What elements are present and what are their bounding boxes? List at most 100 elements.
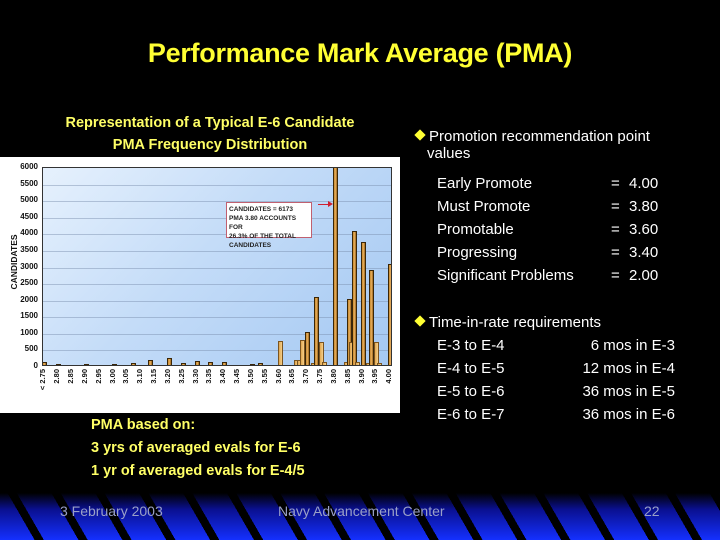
histogram-bar bbox=[299, 340, 305, 365]
y-tick-label: 3500 bbox=[20, 244, 38, 254]
histogram-bar bbox=[313, 297, 319, 365]
y-tick-label: 4500 bbox=[20, 211, 38, 221]
pv-eq: = bbox=[611, 244, 620, 261]
histogram-bar bbox=[180, 363, 186, 365]
pv-value: 3.40 bbox=[629, 244, 659, 261]
x-tick-label: 2.85 bbox=[66, 369, 76, 384]
y-tick-label: 5000 bbox=[20, 195, 38, 205]
histogram-bar bbox=[43, 361, 48, 365]
pv-value: 4.00 bbox=[629, 175, 659, 192]
chart-panel: CANDIDATES 0 500 1000 1500 2000 2500 3000 3500 4… bbox=[0, 157, 400, 413]
histogram-bar bbox=[368, 270, 374, 365]
based-on-line: PMA based on: bbox=[91, 417, 196, 433]
diamond-bullet-icon bbox=[414, 315, 426, 327]
pma-based-on: PMA based on: 3 yrs of averaged evals fo… bbox=[91, 414, 305, 483]
histogram-bar bbox=[332, 168, 338, 365]
pv-eq: = bbox=[611, 267, 620, 284]
y-tick-label: 1500 bbox=[20, 311, 38, 321]
based-on-line: 1 yr of averaged evals for E-4/5 bbox=[91, 463, 305, 479]
x-tick-label: < 2.75 bbox=[38, 369, 48, 391]
x-tick-label: 3.30 bbox=[190, 369, 200, 384]
tir-heading: Time-in-rate requirements bbox=[412, 314, 601, 331]
pv-label: Significant Problems bbox=[437, 267, 574, 284]
tir-heading-text: Time-in-rate requirements bbox=[429, 314, 601, 331]
x-tick-label: 3.45 bbox=[232, 369, 242, 384]
pv-eq: = bbox=[611, 221, 620, 238]
histogram-bar bbox=[277, 341, 283, 365]
tir-value: 12 mos in E-4 bbox=[582, 360, 675, 377]
promotion-heading: Promotion recommendation point values bbox=[412, 128, 650, 162]
pv-value: 2.00 bbox=[629, 267, 659, 284]
histogram-bar bbox=[377, 363, 383, 365]
histogram-bar bbox=[222, 361, 228, 365]
promotion-heading-text-cont: values bbox=[427, 145, 471, 162]
x-tick-label: 3.25 bbox=[176, 369, 186, 384]
x-tick-label: 3.95 bbox=[370, 369, 380, 384]
chart-caption-line2: PMA Frequency Distribution bbox=[112, 137, 308, 153]
histogram-bar bbox=[319, 341, 325, 365]
histogram-bar bbox=[360, 242, 366, 365]
histogram-bar bbox=[147, 360, 153, 365]
histogram-bar bbox=[374, 341, 380, 365]
gridline bbox=[43, 217, 391, 219]
y-tick-label: 4000 bbox=[20, 228, 38, 238]
x-tick-label: 3.85 bbox=[342, 369, 352, 384]
histogram-bar bbox=[130, 363, 136, 365]
gridline bbox=[43, 284, 391, 286]
histogram-bar bbox=[355, 361, 361, 365]
chart-caption-line1: Representation of a Typical E-6 Candidat… bbox=[65, 115, 355, 131]
annotation-arrow bbox=[318, 204, 330, 205]
x-tick-label: 3.10 bbox=[135, 369, 145, 384]
slide-title: Performance Mark Average (PMA) bbox=[147, 38, 573, 68]
pv-value: 3.80 bbox=[629, 198, 659, 215]
gridline bbox=[43, 201, 391, 203]
x-tick-label: 3.65 bbox=[287, 369, 297, 384]
y-tick-label: 3000 bbox=[20, 261, 38, 271]
chart-caption: Representation of a Typical E-6 Candidat… bbox=[40, 112, 380, 156]
footer-org: Navy Advancement Center bbox=[278, 503, 445, 519]
annotation-line: CANDIDATES = 6173 bbox=[229, 206, 293, 213]
histogram-bar bbox=[321, 362, 327, 365]
x-tick-label: 4.00 bbox=[384, 369, 394, 384]
x-tick-label: 3.00 bbox=[107, 369, 117, 384]
gridline bbox=[43, 184, 391, 186]
pv-label: Must Promote bbox=[437, 198, 531, 215]
x-tick-label: 3.50 bbox=[245, 369, 255, 384]
x-tick-label: 2.90 bbox=[79, 369, 89, 384]
tir-label: E-5 to E-6 bbox=[437, 383, 505, 400]
histogram-bar bbox=[111, 363, 117, 365]
x-tick-label: 3.75 bbox=[315, 369, 325, 384]
pv-eq: = bbox=[611, 198, 620, 215]
x-tick-label: 3.05 bbox=[121, 369, 131, 384]
based-on-line: 3 yrs of averaged evals for E-6 bbox=[91, 440, 301, 456]
y-tick-label: 1000 bbox=[20, 327, 38, 337]
tir-label: E-6 to E-7 bbox=[437, 406, 505, 423]
histogram-bar bbox=[249, 363, 255, 365]
gridline bbox=[43, 267, 391, 269]
y-tick-label: 500 bbox=[24, 344, 38, 354]
x-tick-label: 3.35 bbox=[204, 369, 214, 384]
diamond-bullet-icon bbox=[414, 129, 426, 141]
footer-band bbox=[0, 493, 720, 540]
gridline bbox=[43, 250, 391, 252]
histogram-bar bbox=[258, 363, 264, 365]
chart-annotation: CANDIDATES = 6173 PMA 3.80 ACCOUNTS FOR … bbox=[226, 202, 312, 249]
x-tick-label: 2.95 bbox=[93, 369, 103, 384]
pv-label: Early Promote bbox=[437, 175, 533, 192]
y-tick-label: 2000 bbox=[20, 294, 38, 304]
annotation-arrowhead-icon bbox=[328, 201, 333, 207]
plot-area bbox=[42, 167, 392, 366]
gridline bbox=[43, 234, 391, 236]
histogram-bar bbox=[194, 361, 200, 365]
tir-value: 36 mos in E-6 bbox=[582, 406, 675, 423]
x-tick-label: 3.15 bbox=[149, 369, 159, 384]
pv-eq: = bbox=[611, 175, 620, 192]
x-tick-label: 3.60 bbox=[273, 369, 283, 384]
histogram-bar bbox=[208, 362, 214, 365]
promotion-value-row: Early Promote bbox=[437, 175, 532, 192]
pv-value: 3.60 bbox=[629, 221, 659, 238]
promotion-heading-text: Promotion recommendation point bbox=[429, 128, 650, 145]
gridline bbox=[43, 333, 391, 335]
y-tick-label: 2500 bbox=[20, 278, 38, 288]
tir-label: E-3 to E-4 bbox=[437, 337, 505, 354]
